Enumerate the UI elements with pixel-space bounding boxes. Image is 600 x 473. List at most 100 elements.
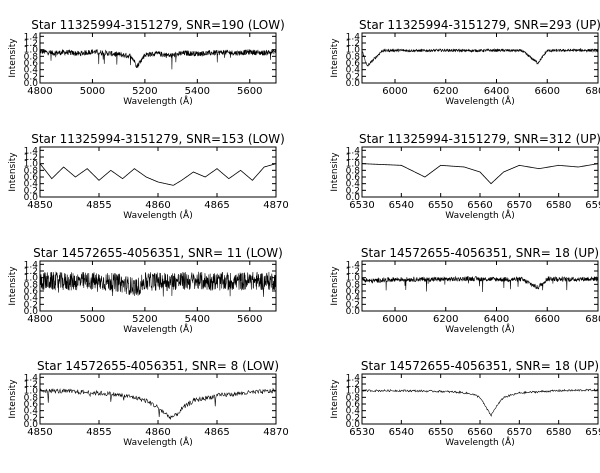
y-tick-label: 0.8 (346, 393, 361, 403)
y-tick-label: 0.0 (24, 79, 39, 89)
y-axis-label: Intensity (8, 38, 18, 78)
y-tick-label: 0.0 (24, 307, 39, 317)
x-tick-label: 5600 (237, 314, 262, 325)
x-tick-label: 6580 (546, 427, 571, 438)
spectrum-panel-1: Star 11325994-3151279, SNR=190 (LOW)0.00… (8, 18, 285, 107)
y-tick-label: 1.0 (24, 387, 39, 397)
y-axis-label: Intensity (330, 152, 340, 192)
x-tick-label: 6540 (389, 200, 414, 211)
y-tick-label: 1.2 (346, 380, 360, 390)
x-tick-label: 4870 (263, 427, 288, 438)
spectrum-panel-7: Star 14572655-4056351, SNR= 8 (LOW)0.00.… (8, 359, 289, 448)
spectrum-line (39, 271, 277, 297)
spectrum-line (361, 275, 599, 293)
y-tick-label: 0.2 (24, 300, 38, 310)
spectrum-panel-3: Star 11325994-3151279, SNR=153 (LOW)0.00… (8, 132, 289, 221)
y-tick-label: 0.4 (24, 66, 39, 76)
x-tick-label: 6540 (389, 427, 414, 438)
x-tick-label: 6000 (382, 314, 407, 325)
x-tick-label: 6590 (585, 200, 600, 211)
x-tick-label: 4865 (204, 200, 229, 211)
plot-frame (361, 260, 599, 312)
y-tick-label: 0.8 (24, 393, 39, 403)
x-tick-label: 4860 (145, 200, 170, 211)
y-tick-label: 0.4 (24, 407, 39, 417)
x-tick-label: 4865 (204, 427, 229, 438)
y-tick-label: 0.6 (346, 59, 361, 69)
spectrum-line (39, 163, 277, 186)
x-tick-label: 6580 (546, 200, 571, 211)
y-tick-label: 0.2 (346, 72, 360, 82)
x-tick-label: 4870 (263, 200, 288, 211)
x-tick-label: 4855 (86, 427, 111, 438)
x-tick-label: 6530 (349, 427, 374, 438)
y-tick-label: 1.4 (24, 32, 39, 42)
y-tick-label: 1.4 (346, 32, 361, 42)
panel-title: Star 14572655-4056351, SNR= 18 (UP) (361, 246, 599, 260)
spectrum-line (361, 163, 599, 185)
y-tick-label: 1.2 (346, 39, 360, 49)
x-tick-label: 5400 (185, 314, 210, 325)
y-tick-label: 0.0 (346, 307, 361, 317)
y-axis-label: Intensity (8, 152, 18, 192)
spectrum-line (39, 387, 277, 420)
x-tick-label: 4850 (27, 427, 52, 438)
x-tick-label: 6550 (428, 200, 453, 211)
spectrum-line (361, 388, 599, 417)
x-tick-label: 6590 (585, 427, 600, 438)
x-tick-label: 6530 (349, 200, 374, 211)
x-tick-label: 6570 (507, 200, 532, 211)
x-tick-label: 6400 (484, 314, 509, 325)
spectrum-panel-2: Star 11325994-3151279, SNR=293 (UP)0.00.… (330, 18, 600, 107)
x-tick-label: 6570 (507, 427, 532, 438)
spectrum-panel-8: Star 14572655-4056351, SNR= 18 (UP)0.00.… (330, 359, 600, 448)
y-tick-label: 0.4 (24, 294, 39, 304)
x-tick-label: 6400 (484, 86, 509, 97)
y-tick-label: 1.4 (346, 373, 361, 383)
plot-frame (361, 32, 599, 84)
y-tick-label: 0.8 (24, 280, 39, 290)
y-tick-label: 1.0 (346, 274, 361, 284)
x-tick-label: 5400 (185, 86, 210, 97)
x-tick-label: 4860 (145, 427, 170, 438)
spectrum-panel-6: Star 14572655-4056351, SNR= 18 (UP)0.00.… (330, 246, 600, 335)
panel-title: Star 14572655-4056351, SNR= 11 (LOW) (33, 246, 283, 260)
y-tick-label: 0.2 (346, 413, 360, 423)
y-tick-label: 0.0 (346, 193, 361, 203)
panel-title: Star 11325994-3151279, SNR=293 (UP) (359, 18, 600, 32)
y-tick-label: 0.2 (346, 300, 360, 310)
y-tick-label: 0.8 (24, 52, 39, 62)
x-axis-label: Wavelength (Å) (445, 323, 514, 335)
x-tick-label: 6200 (433, 86, 458, 97)
y-tick-label: 0.0 (346, 420, 361, 430)
y-tick-label: 0.2 (24, 413, 38, 423)
y-axis-label: Intensity (330, 266, 340, 306)
y-tick-label: 1.2 (346, 267, 360, 277)
y-tick-label: 0.8 (346, 280, 361, 290)
x-axis-label: Wavelength (Å) (445, 209, 514, 221)
plot-frame (39, 373, 277, 425)
x-tick-label: 5000 (80, 314, 105, 325)
x-tick-label: 4850 (27, 200, 52, 211)
x-tick-label: 4855 (86, 200, 111, 211)
x-tick-label: 6560 (467, 200, 492, 211)
x-tick-label: 4800 (27, 86, 52, 97)
y-tick-label: 1.2 (24, 153, 38, 163)
x-tick-label: 6550 (428, 427, 453, 438)
x-axis-label: Wavelength (Å) (123, 209, 192, 221)
spectrum-line (361, 47, 599, 67)
spectrum-panel-5: Star 14572655-4056351, SNR= 11 (LOW)0.00… (8, 246, 283, 335)
y-tick-label: 1.2 (24, 39, 38, 49)
x-tick-label: 6600 (535, 314, 560, 325)
panel-title: Star 14572655-4056351, SNR= 8 (LOW) (37, 359, 279, 373)
y-tick-label: 0.2 (24, 72, 38, 82)
y-tick-label: 0.4 (346, 294, 361, 304)
x-tick-label: 6800 (585, 86, 600, 97)
x-tick-label: 4800 (27, 314, 52, 325)
y-tick-label: 0.0 (24, 420, 39, 430)
y-axis-label: Intensity (8, 379, 18, 419)
y-tick-label: 0.8 (24, 166, 39, 176)
spectrum-line (39, 48, 277, 70)
y-axis-label: Intensity (8, 266, 18, 306)
